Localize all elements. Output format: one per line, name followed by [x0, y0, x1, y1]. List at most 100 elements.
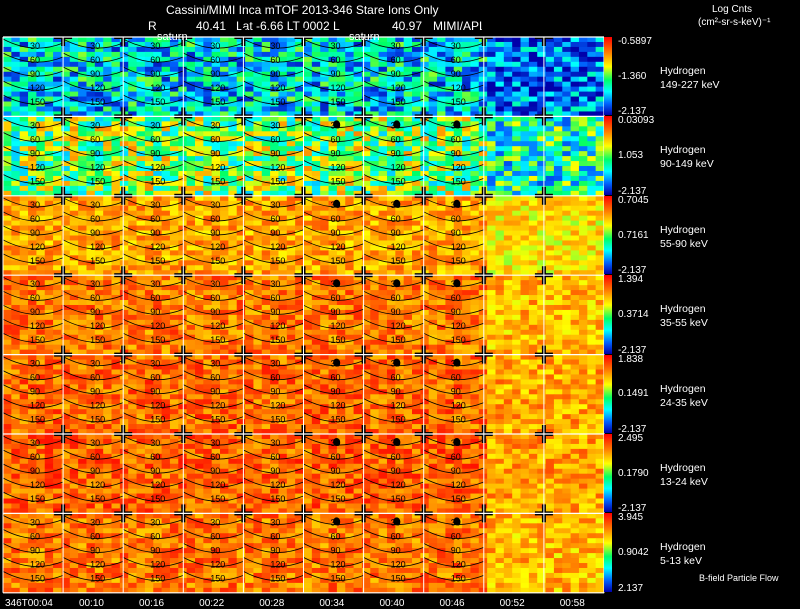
- heatmap-cell: [69, 131, 79, 137]
- heatmap-cell: [86, 265, 96, 271]
- heatmap-cell: [528, 334, 538, 341]
- heatmap-cell: [395, 170, 405, 177]
- heatmap-cell: [94, 111, 104, 117]
- heatmap-cell: [587, 146, 597, 152]
- heatmap-cell: [562, 245, 572, 251]
- heatmap-cell: [545, 161, 555, 167]
- contour-line: [2, 80, 64, 91]
- contour-label: 30: [391, 41, 401, 51]
- heatmap-cell: [278, 141, 288, 147]
- heatmap-cell: [495, 175, 505, 182]
- heatmap-cell: [211, 37, 221, 43]
- heatmap-cell: [303, 101, 313, 107]
- heatmap-cell: [253, 334, 263, 341]
- heatmap-cell: [144, 304, 154, 311]
- heatmap-cell: [211, 215, 221, 222]
- heatmap-cell: [136, 166, 146, 172]
- heatmap-cell: [578, 41, 588, 48]
- heatmap-cell: [178, 180, 188, 187]
- heatmap-cell: [3, 101, 12, 107]
- heatmap-cell: [336, 285, 346, 291]
- heatmap-cell: [562, 230, 572, 236]
- heatmap-cell: [128, 210, 137, 217]
- heatmap-cell: [53, 324, 62, 331]
- heatmap-cell: [119, 309, 129, 316]
- heatmap-cell: [336, 151, 346, 157]
- heatmap-cell: [161, 161, 171, 167]
- heatmap-cell: [478, 131, 488, 137]
- heatmap-cell: [278, 265, 288, 271]
- heatmap-cell: [370, 220, 380, 226]
- contour-line: [183, 52, 244, 63]
- heatmap-cell: [228, 205, 238, 212]
- heatmap-cell: [78, 319, 87, 326]
- heatmap-cell: [587, 329, 597, 336]
- heatmap-cell: [345, 280, 354, 286]
- heatmap-cell: [161, 329, 171, 336]
- heatmap-cell: [562, 71, 572, 78]
- heatmap-cell: [19, 314, 29, 321]
- heatmap-cell: [136, 106, 146, 112]
- heatmap-cell: [136, 41, 146, 48]
- heatmap-cell: [595, 56, 605, 63]
- heatmap-cell: [553, 319, 563, 326]
- heatmap-cell: [320, 56, 329, 63]
- contour-line: [423, 132, 484, 142]
- heatmap-cell: [261, 280, 271, 286]
- heatmap-cell: [103, 136, 112, 142]
- heatmap-cell: [395, 76, 405, 83]
- heatmap-cell: [44, 319, 54, 326]
- heatmap-cell: [178, 225, 188, 231]
- contour-line: [2, 332, 64, 343]
- heatmap-cell: [44, 260, 54, 266]
- heatmap-cell: [537, 166, 546, 172]
- heatmap-cell: [578, 205, 588, 212]
- heatmap-cell: [478, 46, 488, 53]
- heatmap-cell: [595, 285, 605, 291]
- heatmap-cell: [111, 235, 121, 241]
- heatmap-cell: [353, 46, 363, 53]
- heatmap-cell: [553, 195, 563, 202]
- heatmap-cell: [311, 56, 321, 63]
- heatmap-cell: [336, 240, 346, 246]
- heatmap-cell: [236, 235, 246, 241]
- heatmap-cell: [295, 240, 304, 246]
- heatmap-cell: [462, 61, 471, 68]
- heatmap-cell: [320, 121, 329, 127]
- heatmap-cell: [28, 151, 37, 157]
- heatmap-cell: [428, 81, 438, 88]
- heatmap-cell: [378, 46, 388, 53]
- heatmap-cell: [86, 304, 96, 311]
- heatmap-cell: [245, 220, 254, 226]
- heatmap-cell: [395, 304, 405, 311]
- heatmap-cell: [520, 225, 530, 231]
- heatmap-cell: [462, 220, 471, 226]
- heatmap-cell: [412, 220, 421, 226]
- heatmap-cell: [578, 300, 588, 306]
- heatmap-cell: [11, 141, 21, 147]
- heatmap-cell: [403, 175, 413, 182]
- heatmap-cell: [336, 324, 346, 331]
- heatmap-cell: [286, 319, 296, 326]
- heatmap-cell: [186, 324, 196, 331]
- heatmap-cell: [136, 185, 146, 192]
- heatmap-cell: [503, 37, 513, 43]
- heatmap-cell: [428, 245, 438, 251]
- heatmap-cell: [328, 71, 338, 78]
- heatmap-cell: [144, 250, 154, 256]
- heatmap-cell: [245, 91, 254, 97]
- heatmap-cell: [203, 151, 213, 157]
- heatmap-cell: [245, 205, 254, 212]
- contour-line: [363, 118, 424, 128]
- heatmap-cell: [437, 314, 446, 321]
- heatmap-cell: [278, 136, 288, 142]
- heatmap-cell: [19, 235, 29, 241]
- heatmap-cell: [412, 166, 421, 172]
- heatmap-cell: [186, 300, 196, 306]
- heatmap-cell: [161, 66, 171, 73]
- heatmap-cell: [311, 131, 321, 137]
- heatmap-cell: [386, 96, 396, 102]
- heatmap-cell: [144, 96, 154, 102]
- heatmap-cell: [253, 86, 263, 92]
- heatmap-cell: [437, 111, 446, 117]
